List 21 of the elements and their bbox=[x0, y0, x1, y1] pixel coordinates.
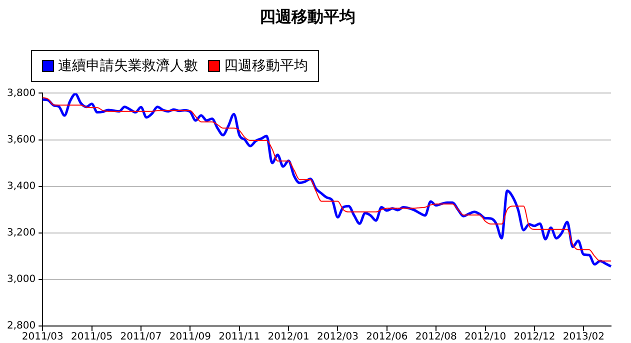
x-tick-label: 2011/09 bbox=[169, 332, 211, 343]
x-tick-label: 2012/01 bbox=[268, 332, 310, 343]
legend-label: 連續申請失業救濟人數 bbox=[58, 57, 198, 75]
x-tick-label: 2012/06 bbox=[366, 332, 408, 343]
y-tick-label: 3,600 bbox=[6, 134, 36, 146]
x-tick-label: 2011/07 bbox=[120, 332, 162, 343]
x-tick-label: 2012/12 bbox=[514, 332, 556, 343]
x-tick-label: 2012/08 bbox=[415, 332, 457, 343]
x-tick-label: 2012/03 bbox=[316, 332, 359, 343]
x-tick-label: 2011/03 bbox=[22, 332, 64, 343]
x-tick-label: 2012/10 bbox=[464, 332, 506, 343]
y-tick-label: 3,200 bbox=[6, 227, 36, 238]
x-tick-label: 2011/05 bbox=[71, 332, 113, 343]
chart-title: 四週移動平均 bbox=[260, 6, 356, 26]
legend-label: 四週移動平均 bbox=[224, 57, 308, 75]
y-tick-label: 3,000 bbox=[6, 274, 36, 286]
y-tick-label: 3,800 bbox=[6, 88, 36, 99]
x-tick-label: 2011/11 bbox=[218, 332, 260, 343]
x-tick-label: 2013/02 bbox=[562, 332, 604, 343]
y-tick-label: 2,800 bbox=[6, 320, 36, 332]
y-tick-label: 3,400 bbox=[6, 180, 36, 192]
